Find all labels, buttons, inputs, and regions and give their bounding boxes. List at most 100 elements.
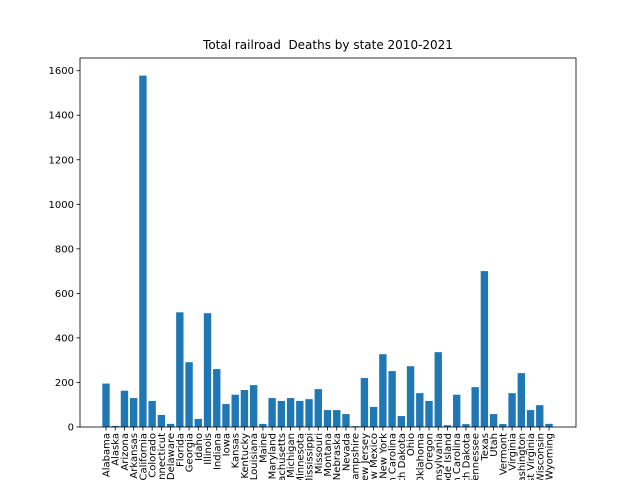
bar [231, 394, 239, 427]
bar [213, 369, 221, 427]
x-tick-label: New Jersey [360, 433, 371, 480]
bar [166, 423, 175, 427]
bar [545, 423, 553, 427]
bar [453, 394, 461, 427]
x-tick-label: Iowa [221, 433, 232, 456]
bar [342, 414, 350, 427]
x-tick-label: Delaware [166, 433, 177, 480]
bar [425, 400, 433, 427]
x-tick-label: Florida [175, 433, 186, 467]
x-tick-label: Pennsylvania [434, 433, 445, 480]
x-tick-label: South Dakota [461, 433, 472, 480]
bar [148, 400, 156, 427]
x-tick-label: New Mexico [369, 433, 380, 480]
bar [333, 410, 341, 427]
x-tick-label: Indiana [212, 433, 223, 470]
bar [111, 425, 119, 427]
bar [508, 393, 516, 427]
bar [314, 389, 322, 427]
x-tick-label: Tennessee [471, 433, 482, 480]
bar [203, 313, 212, 427]
x-tick-label: South Carolina [452, 433, 463, 480]
bar [517, 373, 526, 427]
x-tick-label: Utah [489, 433, 500, 457]
y-tick-label: 0 [68, 423, 74, 434]
bar [406, 366, 415, 427]
x-tick-label: North Dakota [397, 433, 408, 480]
x-tick-label: Colorado [148, 433, 159, 478]
y-tick-label: 800 [55, 244, 74, 255]
x-tick-label: Alabama [102, 433, 113, 477]
bar [379, 354, 387, 427]
x-tick-label: Ohio [406, 433, 417, 456]
x-tick-label: New Hampshire [351, 433, 362, 480]
bar [462, 424, 470, 427]
bar [268, 398, 276, 427]
y-tick-label: 1000 [49, 200, 74, 211]
x-tick-label: North Carolina [388, 433, 399, 480]
bar [443, 425, 452, 427]
x-tick-label: Georgia [185, 433, 196, 472]
x-tick-label: Minnesota [295, 433, 306, 480]
plot-frame [79, 57, 577, 428]
bar [489, 414, 498, 427]
x-tick-label: Alaska [111, 433, 122, 466]
bar [129, 398, 138, 427]
y-tick-label: 1400 [49, 111, 74, 122]
x-tick-label: Michigan [286, 433, 297, 478]
bar [305, 399, 313, 427]
x-tick-label: Idaho [194, 433, 205, 461]
bar [277, 400, 286, 427]
x-tick-label: Massachusetts [277, 433, 288, 480]
x-tick-label: Connecticut [157, 433, 168, 480]
bar [102, 383, 110, 427]
bar [536, 405, 544, 427]
bar [388, 371, 396, 427]
bar [416, 393, 424, 427]
x-tick-label: Kansas [231, 433, 242, 468]
bar [222, 404, 230, 427]
x-tick-label: Kentucky [240, 433, 251, 479]
x-tick-label: Montana [323, 433, 334, 477]
y-tick-label: 200 [55, 378, 74, 389]
bar [185, 362, 193, 427]
bar [249, 385, 258, 427]
chart-title: Total railroad Deaths by state 2010-2021 [202, 38, 453, 52]
x-tick-label: California [138, 433, 149, 480]
x-tick-label: Oklahoma [415, 433, 426, 480]
bar [240, 390, 249, 427]
bar [157, 414, 166, 427]
bar [499, 424, 507, 427]
bar [259, 423, 267, 427]
x-tick-label: Mississippi [305, 433, 316, 480]
bar [351, 426, 359, 427]
x-tick-label: Washington [517, 433, 528, 480]
bar [434, 352, 442, 427]
x-tick-label: Missouri [314, 433, 325, 474]
x-tick-label: New York [378, 433, 389, 479]
x-tick-label: Oregon [425, 433, 436, 470]
y-tick-label: 1200 [49, 155, 74, 166]
y-tick-label: 600 [55, 289, 74, 300]
x-tick-label: Maine [258, 433, 269, 463]
x-tick-label: Vermont [498, 433, 509, 475]
x-tick-label: Arizona [120, 433, 131, 471]
x-tick-label: Virginia [508, 433, 519, 471]
x-tick-label: Arkansas [129, 433, 140, 479]
bar [286, 398, 295, 427]
bar [526, 410, 535, 427]
x-tick-label: Nebraska [332, 433, 343, 480]
y-tick-label: 400 [55, 333, 74, 344]
x-tick-label: West Virginia [526, 433, 537, 480]
bar [120, 390, 129, 427]
bar [323, 410, 332, 427]
bar [471, 387, 479, 427]
bar [480, 271, 489, 427]
bar [369, 406, 378, 427]
bar [360, 378, 369, 427]
x-tick-label: Rhode Island [443, 433, 454, 480]
x-tick-label: Nevada [341, 433, 352, 471]
bar [296, 400, 304, 427]
